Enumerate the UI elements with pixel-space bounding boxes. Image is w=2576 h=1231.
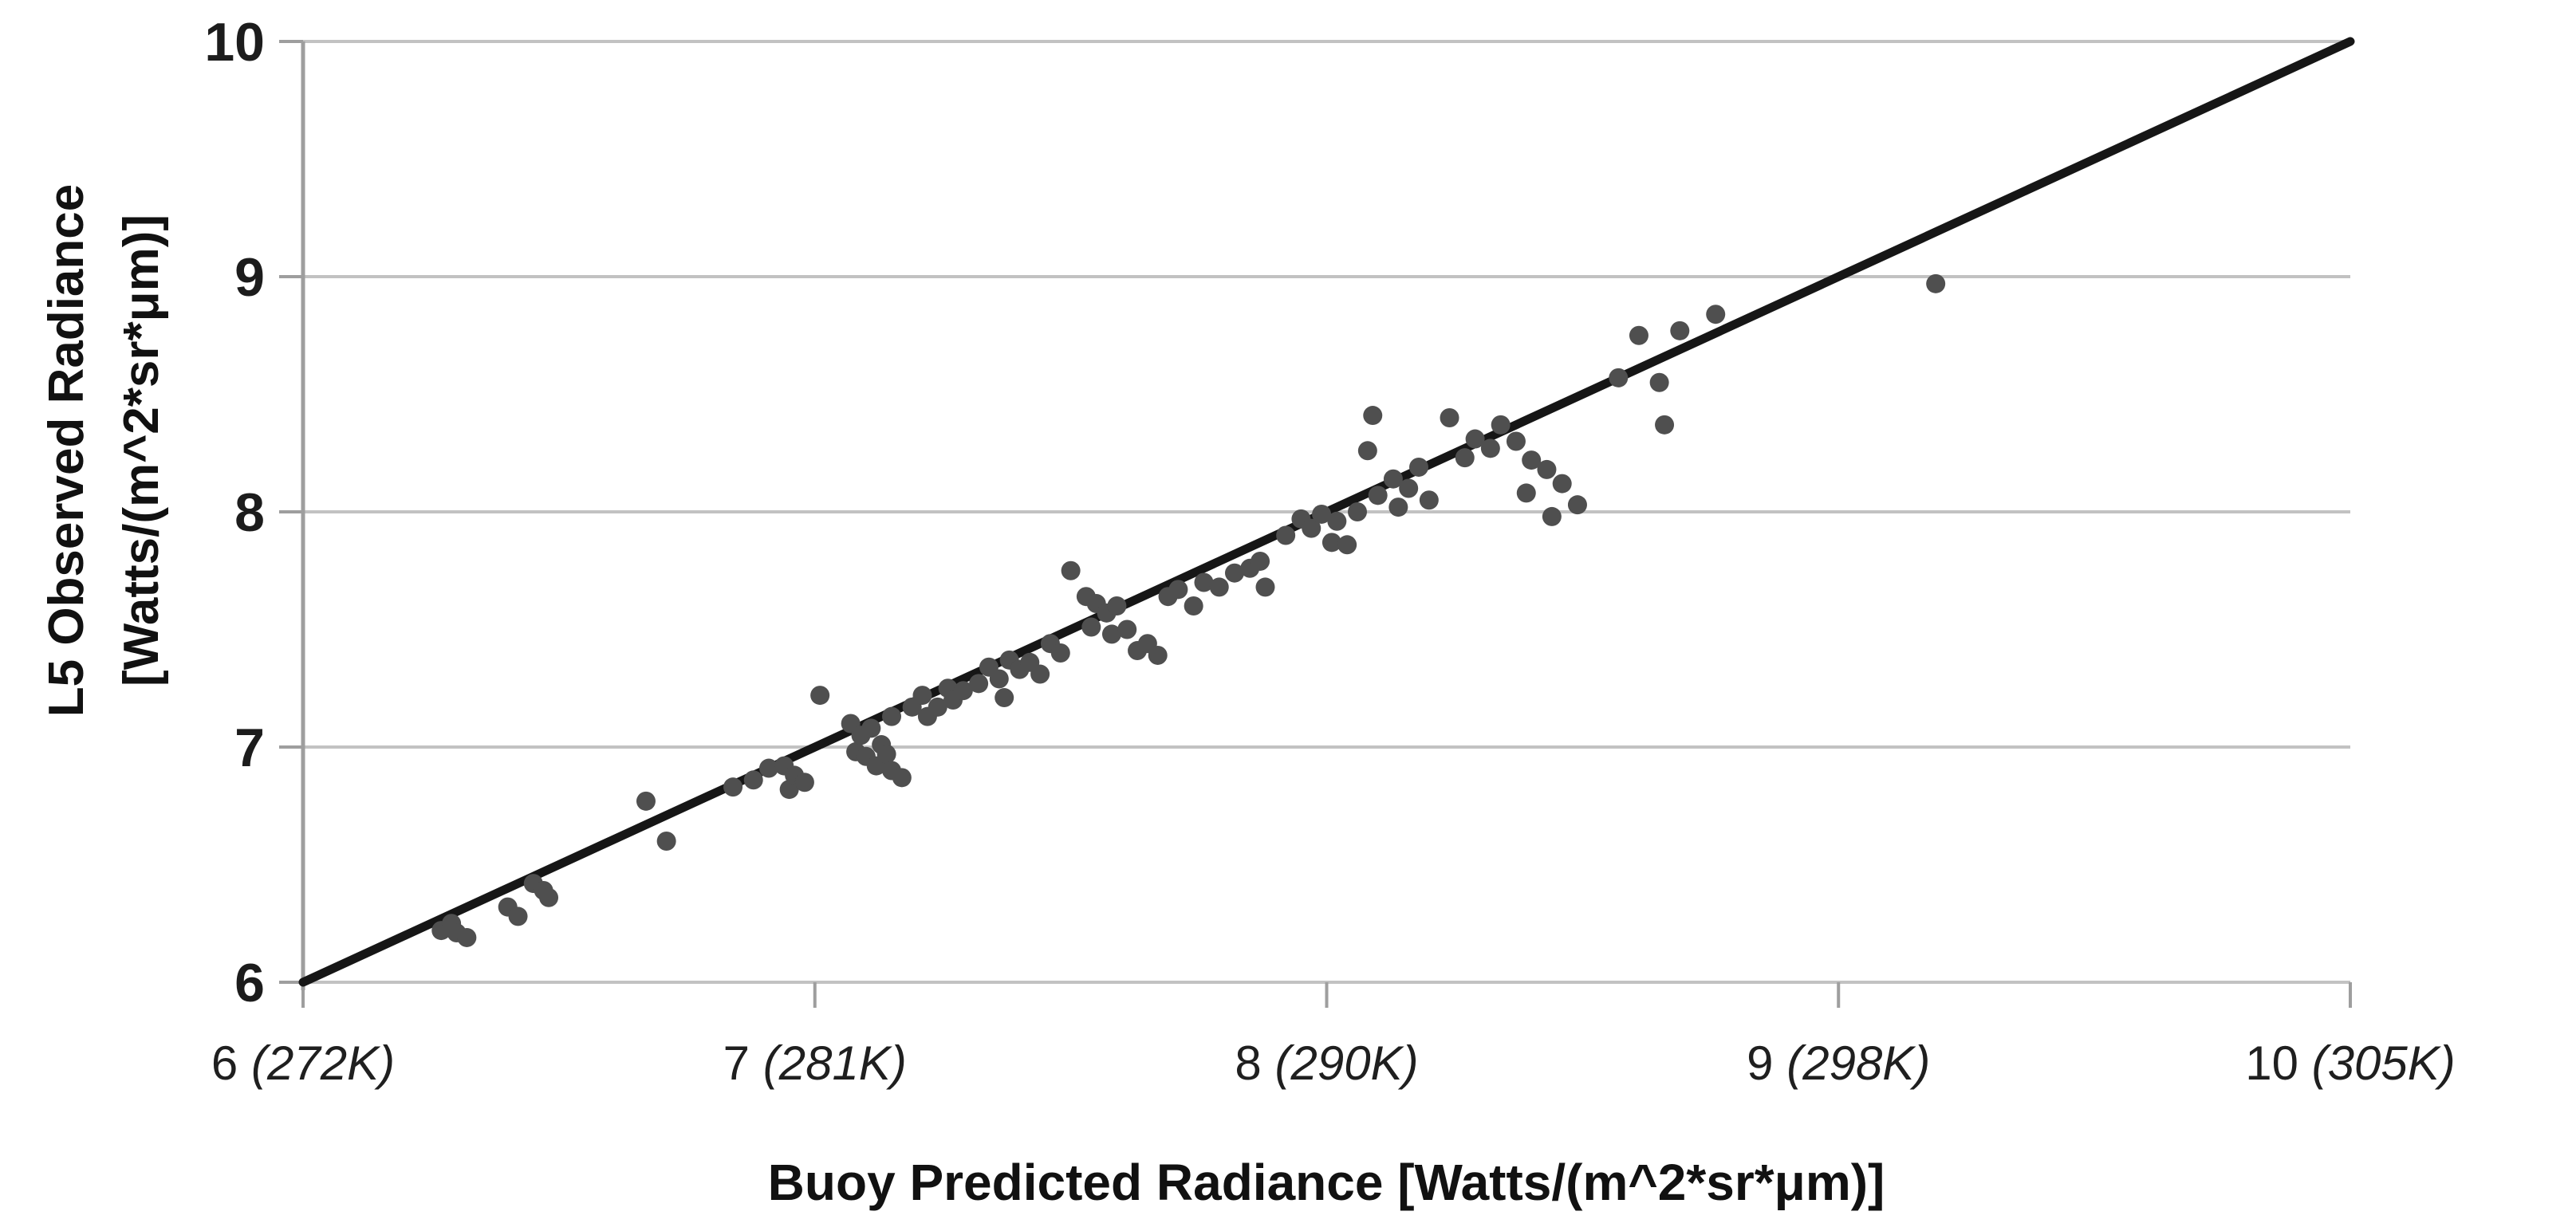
data-point — [1609, 368, 1629, 387]
data-point — [1276, 525, 1296, 545]
data-point — [636, 791, 656, 811]
x-tick-label-7: 7 (281K) — [723, 1036, 907, 1090]
data-point — [1168, 580, 1188, 600]
data-point — [1388, 498, 1408, 517]
data-point — [1542, 506, 1562, 526]
data-point — [1670, 321, 1690, 340]
data-point — [1251, 551, 1270, 571]
data-point — [508, 907, 528, 926]
data-point — [656, 832, 676, 851]
data-point — [1399, 478, 1419, 498]
data-point — [1480, 439, 1500, 458]
data-point — [1327, 511, 1347, 531]
data-point — [1184, 596, 1203, 616]
data-point — [1101, 624, 1121, 644]
data-point — [1312, 504, 1332, 524]
y-tick-label-7: 7 — [234, 718, 265, 778]
data-point — [1465, 429, 1485, 449]
y-axis-title-line2: [Watts/(m^2*sr*μm)] — [114, 214, 169, 686]
data-point — [1455, 448, 1475, 468]
data-point — [1209, 577, 1229, 597]
data-point — [1440, 408, 1459, 427]
data-point — [1061, 560, 1081, 580]
data-point — [794, 773, 814, 792]
data-point — [1537, 459, 1557, 479]
data-point — [1337, 535, 1357, 555]
data-point — [1363, 406, 1383, 426]
data-point — [1081, 617, 1101, 637]
y-axis-title-line1: L5 Observed Radiance — [39, 184, 94, 718]
data-point — [1050, 643, 1070, 663]
data-point — [1706, 305, 1726, 324]
data-point — [1368, 486, 1388, 505]
data-point — [1516, 483, 1536, 503]
data-point — [1506, 431, 1526, 451]
data-point — [892, 768, 912, 788]
scatter-points — [431, 273, 1946, 947]
data-point — [912, 686, 932, 706]
x-tick-label-10: 10 (305K) — [2245, 1036, 2456, 1090]
data-point — [1348, 502, 1368, 521]
data-point — [989, 669, 1009, 689]
data-point — [876, 744, 896, 764]
data-point — [1148, 645, 1168, 665]
x-tick-label-6: 6 (272K) — [211, 1036, 395, 1090]
data-point — [928, 697, 947, 717]
data-point — [1383, 469, 1403, 489]
data-point — [758, 758, 778, 778]
data-point — [743, 770, 763, 790]
y-tick-label-6: 6 — [234, 953, 265, 1013]
data-point — [810, 686, 830, 706]
data-point — [457, 927, 477, 947]
data-point — [1926, 273, 1946, 293]
data-point — [1117, 619, 1137, 639]
data-point — [1224, 563, 1244, 583]
data-point — [1107, 596, 1127, 616]
x-axis-title: Buoy Predicted Radiance [Watts/(m^2*sr*μ… — [768, 1154, 1885, 1211]
data-point — [882, 706, 902, 726]
data-point — [1255, 577, 1275, 597]
data-point — [1302, 518, 1321, 538]
data-point — [1419, 490, 1439, 510]
data-point — [1491, 415, 1511, 435]
data-point — [1655, 415, 1675, 435]
x-tick-label-9: 9 (298K) — [1747, 1036, 1930, 1090]
data-point — [1629, 325, 1648, 345]
data-point — [1321, 533, 1341, 553]
x-tick-label-8: 8 (290K) — [1235, 1036, 1418, 1090]
data-point — [1409, 457, 1429, 477]
data-point — [539, 887, 559, 907]
data-point — [995, 688, 1014, 708]
tick-labels: 6 7 8 9 10 6 (272K) 7 (281K) 8 (290K) 9 (298K) 10… — [204, 12, 2455, 1090]
y-tick-label-9: 9 — [234, 247, 265, 308]
data-point — [1522, 450, 1542, 470]
data-point — [1030, 664, 1050, 684]
data-point — [953, 681, 973, 701]
data-point — [1357, 441, 1377, 461]
data-point — [1552, 474, 1572, 494]
y-tick-label-10: 10 — [204, 12, 265, 73]
data-point — [1649, 372, 1669, 392]
data-point — [969, 674, 989, 694]
data-point — [723, 777, 743, 797]
data-point — [1567, 495, 1587, 515]
data-point — [861, 718, 881, 738]
data-point — [1194, 572, 1214, 592]
y-tick-label-8: 8 — [234, 482, 265, 543]
